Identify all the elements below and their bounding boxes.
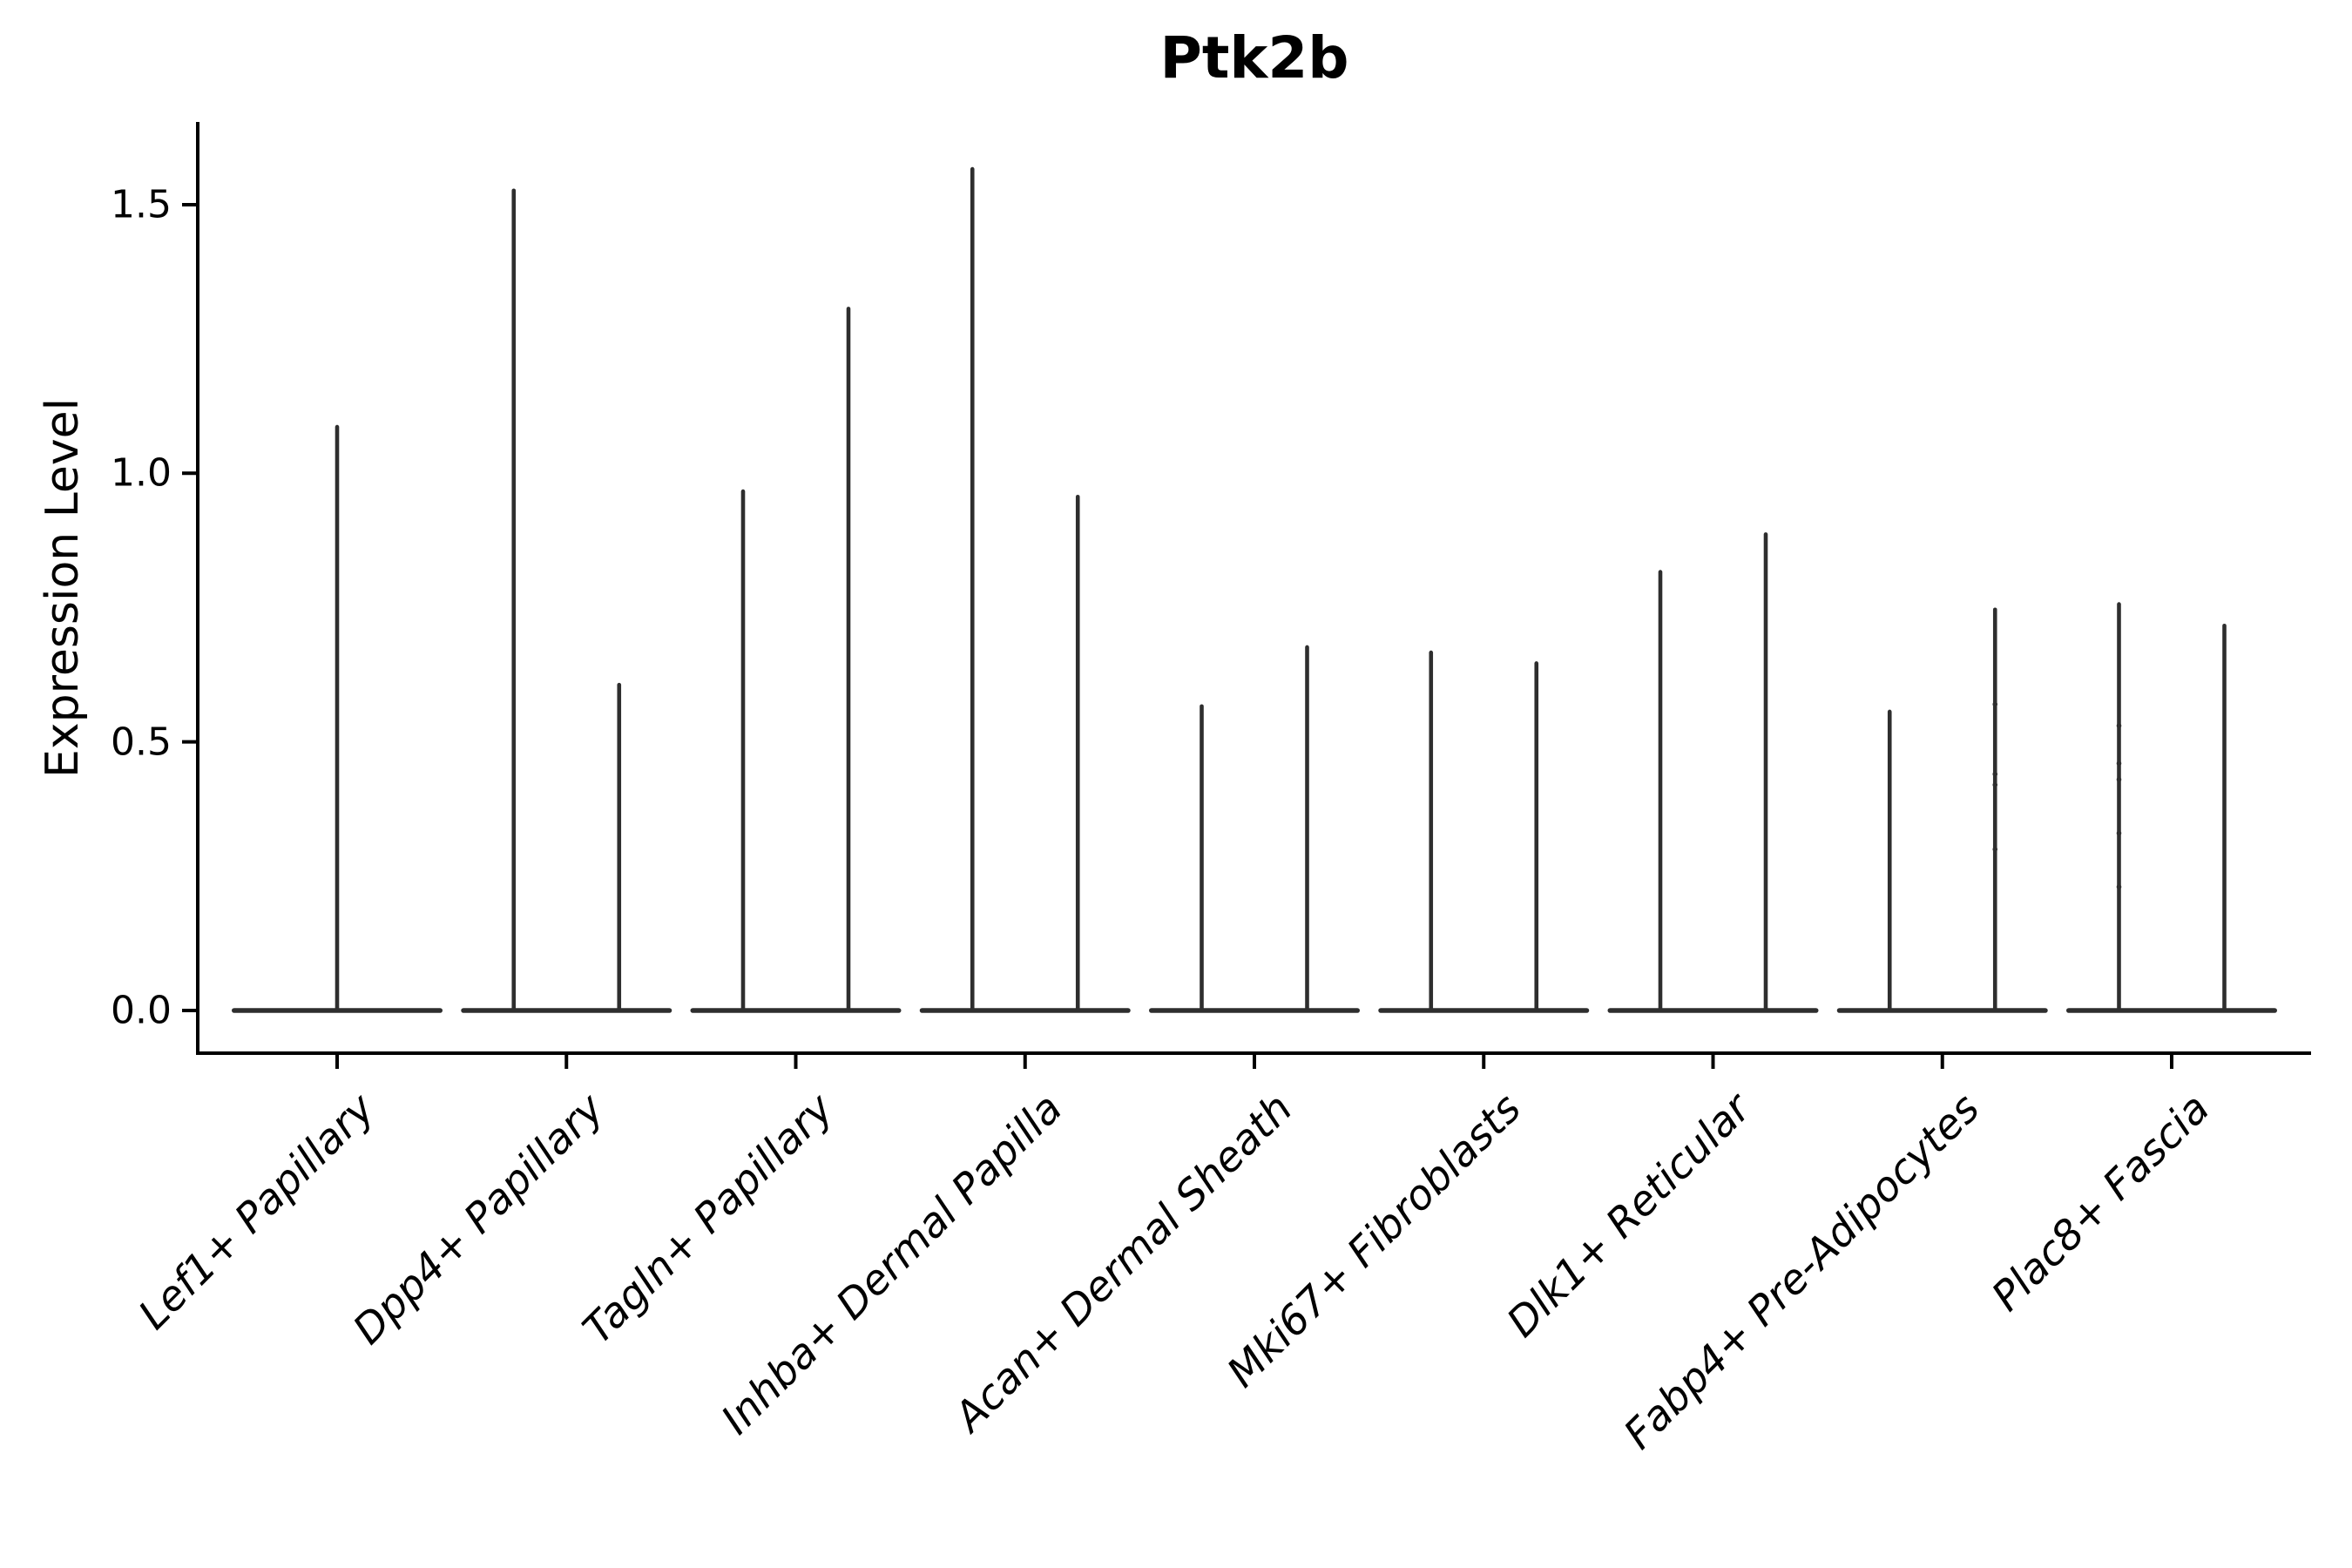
violin-tail [335,424,340,1010]
jitter-dot [1992,782,1998,787]
violin-base [1607,1008,1819,1013]
y-tick-label: 0.5 [111,720,172,765]
jitter-dot [1992,771,1998,777]
violin-tail [1200,704,1204,1010]
y-tick-label: 1.5 [111,182,172,227]
violin-tail [970,166,975,1010]
jitter-dot [2116,777,2122,782]
violin-tail [511,188,517,1011]
chart-title: Ptk2b [1159,24,1349,91]
y-tick-label: 1.0 [111,450,172,496]
violin-base [919,1008,1131,1013]
violin-tail [1992,607,1997,1010]
violin-tail [740,489,746,1010]
jitter-dot [1992,701,1998,707]
violin-tail [1305,645,1309,1010]
jitter-dot [2116,760,2122,767]
jitter-dot [1992,847,1998,852]
violin-tail [1429,650,1434,1010]
violin-base [2066,1008,2277,1013]
violin-tail [1534,661,1539,1010]
jitter-dot [2116,884,2122,889]
violin-base [1836,1008,2048,1013]
violin-base [1378,1008,1590,1013]
violin-base [1149,1008,1360,1013]
violin-tail [1763,532,1768,1010]
violin-base [461,1008,672,1013]
y-tick-label: 0.0 [111,988,172,1033]
jitter-dot [2116,723,2122,728]
violin-base [690,1008,902,1013]
violin-tail [2117,602,2121,1010]
jitter-dot [2116,830,2122,836]
violin-tail [1887,709,1892,1010]
violin-tail [846,307,851,1010]
violin-tail [2222,623,2227,1010]
violin-tail [1658,570,1663,1010]
violin-tail [1075,494,1080,1010]
violin-tail [617,682,622,1010]
